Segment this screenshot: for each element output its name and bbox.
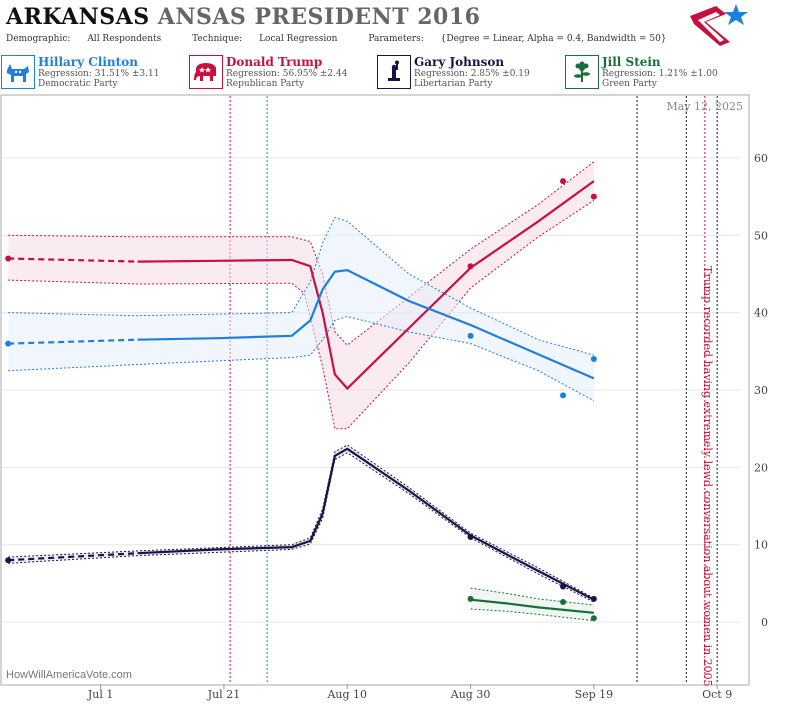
band-lower — [8, 199, 595, 430]
y-tick-label: 50 — [754, 229, 768, 242]
technique-value: Local Regression — [259, 34, 338, 44]
band-lower — [8, 315, 595, 402]
x-tick-label: Sep 19 — [575, 688, 614, 701]
title-rest: ANSAS PRESIDENT 2016 — [157, 4, 481, 30]
regression-lines — [8, 180, 595, 614]
parameters-row: Demographic: All Respondents Technique: … — [6, 34, 695, 44]
band-lower — [8, 452, 595, 603]
candidate-party: Democratic Party — [38, 79, 118, 89]
confidence-band — [8, 217, 594, 401]
y-axis-ticks: 0 10 20 30 40 50 60 — [754, 152, 768, 629]
y-tick-label: 20 — [754, 461, 768, 474]
technique-label: Technique: — [192, 34, 243, 44]
poll-points — [5, 178, 597, 622]
parameters-value: {Degree = Linear, Alpha = 0.4, Bandwidth… — [440, 34, 667, 44]
chart-header: ARKANSAS ANSAS PRESIDENT 2016 Demographi… — [0, 0, 749, 50]
series-line-dashed — [8, 257, 138, 263]
date-label: May 12, 2025 — [666, 100, 743, 113]
candidate-regression: Regression: 31.51% ±3.11 — [38, 69, 160, 79]
poll-chart: 0 10 20 30 40 50 60 Jul 1 Jul 21 Aug 10 Aug 30 Sep… — [0, 94, 768, 701]
poll-point — [467, 332, 474, 339]
x-tick-label: Jul 1 — [87, 688, 114, 701]
series-line — [137, 447, 595, 601]
page-title: ARKANSAS ANSAS PRESIDENT 2016 — [6, 4, 480, 30]
confidence-bands — [8, 161, 595, 622]
demographic: Demographic: All Respondents — [6, 34, 175, 44]
poll-point — [5, 255, 12, 262]
poll-point — [467, 534, 474, 540]
x-tick-label: Aug 30 — [450, 688, 491, 701]
poll-point — [590, 615, 597, 622]
candidate-regression: Regression: 2.85% ±0.19 — [414, 69, 530, 79]
liberty-icon — [377, 55, 411, 89]
x-tick-label: Aug 10 — [326, 688, 367, 701]
candidate-name: Jill Stein — [602, 55, 661, 69]
candidate-name: Gary Johnson — [414, 55, 505, 69]
legend-item-clinton[interactable]: Hillary Clinton Regression: 31.51% ±3.11… — [0, 54, 186, 92]
poll-point — [560, 598, 567, 605]
demographic-label: Demographic: — [6, 34, 71, 44]
poll-point — [560, 583, 567, 590]
site-logo-icon — [690, 4, 748, 46]
band-upper — [8, 444, 595, 599]
y-tick-label: 30 — [754, 384, 768, 397]
y-tick-label: 10 — [754, 539, 768, 552]
x-tick-label: Jul 21 — [207, 688, 241, 701]
poll-point — [590, 595, 597, 602]
legend-item-stein[interactable]: Jill Stein Regression: 1.21% ±1.00 Green… — [564, 54, 750, 92]
y-tick-label: 0 — [761, 616, 768, 629]
demographic-value: All Respondents — [87, 34, 162, 44]
poll-point — [560, 178, 567, 185]
poll-point — [590, 356, 597, 363]
band-lower — [470, 608, 594, 622]
series-line-dashed — [8, 338, 138, 345]
candidate-legend: Hillary Clinton Regression: 31.51% ±3.11… — [0, 54, 789, 94]
plot-frame — [0, 94, 750, 686]
series-line-dashed — [8, 552, 138, 562]
poll-point — [467, 595, 474, 602]
poll-point — [590, 193, 597, 200]
technique: Technique: Local Regression — [192, 34, 351, 44]
candidate-name: Donald Trump — [226, 55, 323, 69]
band-upper — [8, 216, 595, 356]
state-name: ARKANSAS — [6, 4, 150, 30]
event-lines — [229, 96, 718, 684]
candidate-party: Libertarian Party — [414, 79, 493, 89]
y-tick-label: 60 — [754, 152, 768, 165]
flower-icon — [565, 55, 599, 89]
confidence-band — [8, 444, 594, 602]
confidence-band — [8, 161, 594, 429]
candidate-name: Hillary Clinton — [38, 55, 138, 69]
poll-point — [5, 340, 12, 347]
candidate-regression: Regression: 1.21% ±1.00 — [602, 69, 718, 79]
poll-point — [5, 557, 12, 564]
y-tick-label: 40 — [754, 307, 768, 320]
x-axis-ticks: Jul 1 Jul 21 Aug 10 Aug 30 Sep 19 Oct 9 — [87, 684, 732, 701]
donkey-icon — [1, 55, 35, 89]
legend-item-johnson[interactable]: Gary Johnson Regression: 2.85% ±0.19 Lib… — [376, 54, 562, 92]
confidence-band — [470, 588, 594, 621]
series-line — [470, 598, 595, 614]
candidate-party: Green Party — [602, 79, 657, 89]
x-tick-label: Oct 9 — [702, 688, 732, 701]
series-line — [137, 180, 595, 391]
series-line — [137, 268, 595, 380]
band-upper — [8, 161, 595, 346]
event-annotation: Trump recorded having extremely lewd con… — [701, 266, 714, 687]
candidate-regression: Regression: 56.95% ±2.44 — [226, 69, 348, 79]
band-upper — [470, 587, 594, 606]
elephant-icon — [189, 55, 223, 89]
watermark: HowWillAmericaVote.com — [6, 669, 132, 681]
legend-item-trump[interactable]: Donald Trump Regression: 56.95% ±2.44 Re… — [188, 54, 374, 92]
poll-point — [467, 263, 474, 270]
parameters: Parameters: {Degree = Linear, Alpha = 0.… — [368, 34, 680, 44]
poll-point — [560, 392, 567, 399]
candidate-party: Republican Party — [226, 79, 305, 89]
parameters-label: Parameters: — [368, 34, 424, 44]
